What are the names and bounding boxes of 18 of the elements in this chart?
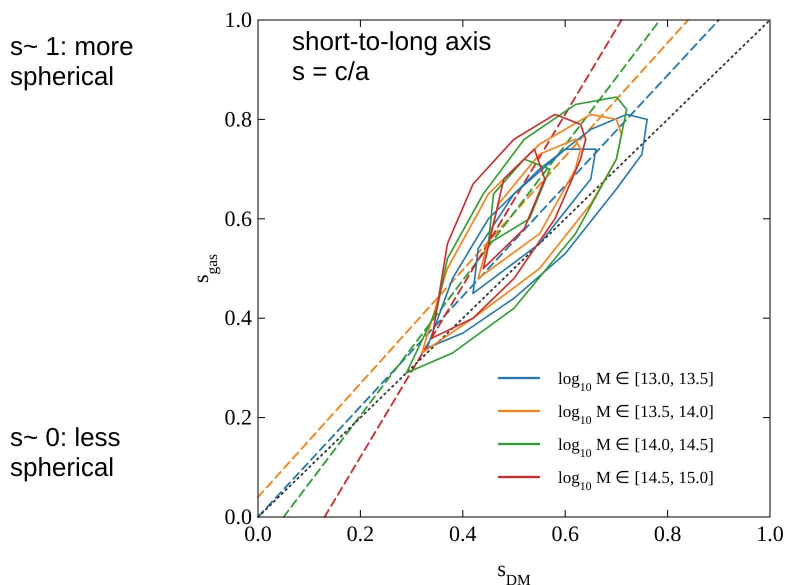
y-tick-label: 1.0 <box>224 7 252 32</box>
legend-label: log$_{10}$ M ∈ [13.5, 14.0] <box>558 402 714 427</box>
x-tick-label: 1.0 <box>756 521 784 546</box>
x-axis-title: s$_{DM}$ <box>497 556 531 585</box>
text: s~ 1: more spherical <box>10 31 134 91</box>
y-tick-label: 0.8 <box>224 106 252 132</box>
legend-label: log$_{10}$ M ∈ [14.5, 15.0] <box>558 468 714 493</box>
x-tick-label: 0.8 <box>654 521 682 546</box>
legend-label: log$_{10}$ M ∈ [14.0, 14.5] <box>558 435 714 460</box>
legend-label: log$_{10}$ M ∈ [13.0, 13.5] <box>558 369 714 394</box>
y-tick-label: 0.6 <box>224 206 252 231</box>
x-tick-label: 0.6 <box>551 521 579 546</box>
x-tick-label: 0.2 <box>346 521 374 546</box>
text: s~ 0: less spherical <box>10 422 121 482</box>
y-tick-label: 0.2 <box>224 404 252 430</box>
annotation: short-to-long axis s = c/a <box>292 26 492 86</box>
y-tick-label: 0.4 <box>224 305 252 330</box>
x-tick-label: 0.4 <box>449 521 477 546</box>
